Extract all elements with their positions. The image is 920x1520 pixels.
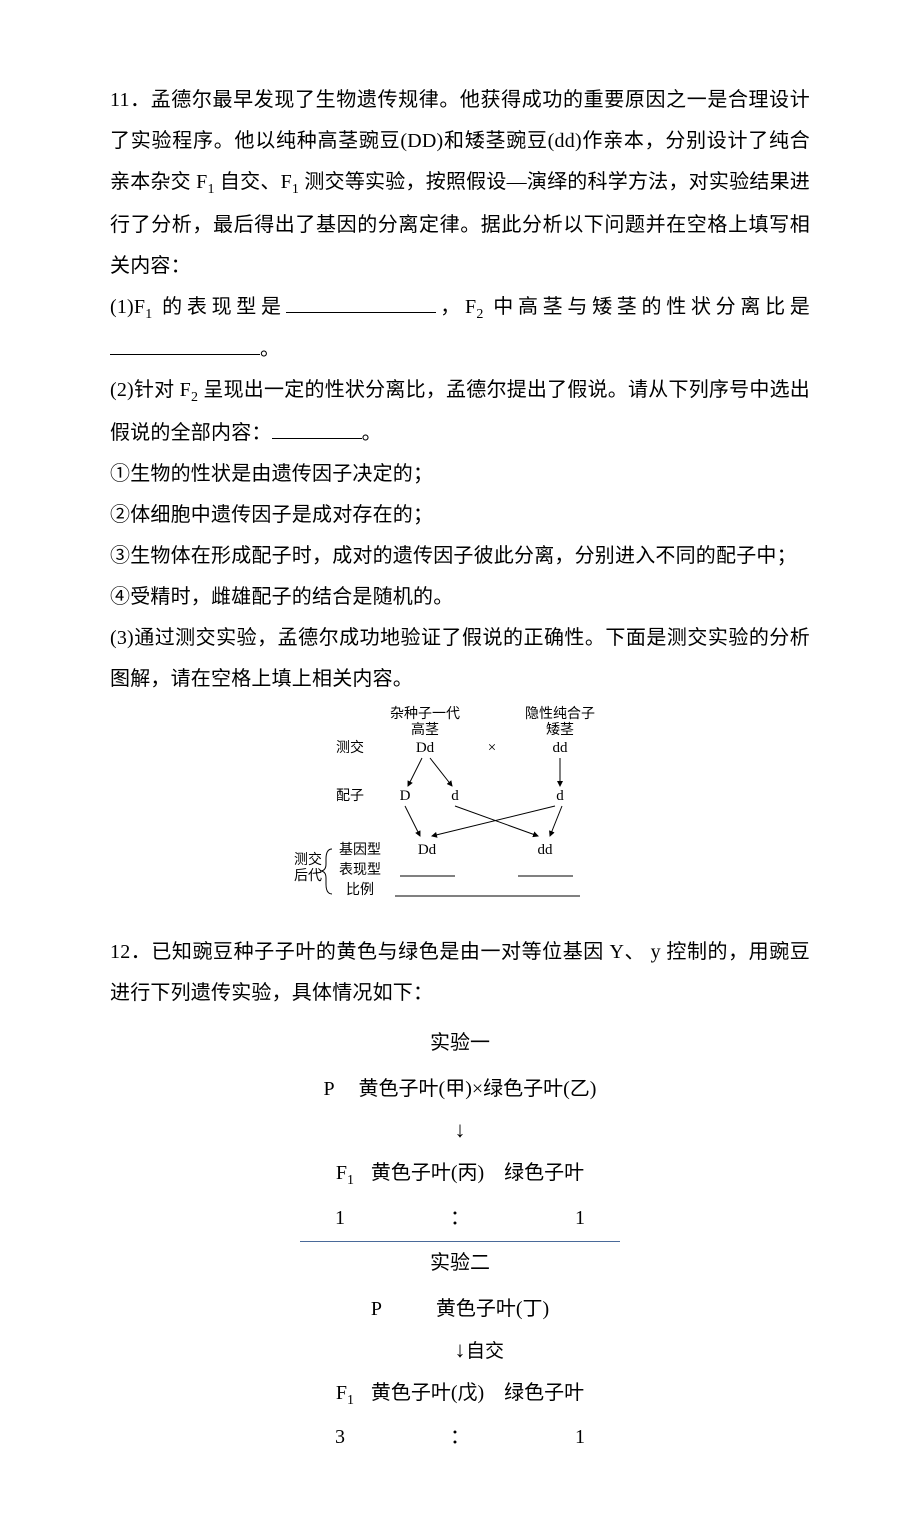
ratio-right: 1: [550, 1418, 610, 1456]
exp2-p-text: 黄色子叶(丁): [436, 1298, 549, 1320]
exp1-arrow: ↓: [110, 1112, 810, 1150]
q11-sub2: (2)针对 F2 呈现出一定的性状分离比，孟德尔提出了假说。请从下列序号中选出假…: [110, 370, 810, 454]
q11-opt1: ①生物的性状是由遗传因子决定的；: [110, 454, 810, 495]
exp2-parent-row: P 黄色子叶(丁): [110, 1290, 810, 1328]
selfing-label: 自交: [466, 1334, 504, 1370]
ratio-colon: ：: [440, 1418, 480, 1456]
p-label: P: [371, 1290, 431, 1328]
recessive-pheno: 矮茎: [546, 722, 574, 738]
q11-sub2-c: 。: [362, 422, 382, 444]
q11-opt4: ④受精时，雌雄配子的结合是随机的。: [110, 577, 810, 618]
offspring-label-bot: 后代: [294, 868, 322, 884]
q12-intro: 12．已知豌豆种子子叶的黄色与绿色是由一对等位基因 Y、 y 控制的，用豌豆进行…: [110, 932, 810, 1014]
sub-1: 1: [292, 182, 299, 197]
q11-sub1-c: ，F: [436, 296, 477, 318]
exp1-p-cross: 黄色子叶(甲)×绿色子叶(乙): [359, 1078, 597, 1100]
gamete-d-right: d: [556, 788, 564, 804]
down-arrow-icon: ↓: [455, 1117, 466, 1142]
ratio-colon: ：: [440, 1199, 480, 1237]
sub-1: 1: [207, 182, 214, 197]
exp1-parent-row: P 黄色子叶(甲)×绿色子叶(乙): [110, 1070, 810, 1108]
ratio-left: 3: [310, 1418, 370, 1456]
page: 11．孟德尔最早发现了生物遗传规律。他获得成功的重要原因之一是合理设计了实验程序…: [0, 0, 920, 1520]
experiment-1: 实验一 P 黄色子叶(甲)×绿色子叶(乙) ↓ F1 黄色子叶(丙) 绿色子叶 …: [110, 1024, 810, 1456]
exp2-f1-text: 黄色子叶(戊) 绿色子叶: [371, 1382, 584, 1404]
gamete-D: D: [400, 788, 411, 804]
q11-sub1-b: 的表现型是: [152, 296, 285, 318]
testcross-diagram: 杂种子一代 隐性纯合子 高茎 矮茎 测交 Dd × dd 配子 D d d: [280, 704, 640, 924]
cross-sym: ×: [488, 740, 496, 756]
row-pheno-label: 表现型: [339, 862, 381, 878]
off-geno-left: Dd: [418, 842, 437, 858]
gamete-d-left: d: [451, 788, 459, 804]
q11-sub2-a: (2)针对 F: [110, 379, 191, 401]
q11-opt3: ③生物体在形成配子时，成对的遗传因子彼此分离，分别进入不同的配子中；: [110, 536, 810, 577]
exp2-arrow: ↓ 自交: [110, 1332, 810, 1370]
exp1-f1-row: F1 黄色子叶(丙) 绿色子叶: [110, 1154, 810, 1195]
q11-sub1: (1)F1 的表现型是，F2 中高茎与矮茎的性状分离比是。: [110, 287, 810, 371]
p-label: P: [324, 1070, 354, 1108]
hybrid-header: 杂种子一代: [390, 706, 460, 722]
sub-2: 2: [476, 307, 483, 322]
q11-intro-b: 自交、F: [220, 171, 292, 193]
blank-input: [110, 336, 260, 355]
blank-input: [272, 420, 362, 439]
hybrid-geno: Dd: [416, 740, 435, 756]
ratio-right: 1: [550, 1199, 610, 1237]
cross-label: 测交: [336, 739, 364, 756]
f1-label: F1: [336, 1374, 366, 1415]
exp2-f1-row: F1 黄色子叶(戊) 绿色子叶: [110, 1374, 810, 1415]
q11-opt2: ②体细胞中遗传因子是成对存在的；: [110, 495, 810, 536]
q11-intro: 11．孟德尔最早发现了生物遗传规律。他获得成功的重要原因之一是合理设计了实验程序…: [110, 80, 810, 287]
off-geno-right: dd: [538, 842, 554, 858]
exp1-f1-text: 黄色子叶(丙) 绿色子叶: [371, 1162, 584, 1184]
exp2-title: 实验二: [300, 1244, 620, 1282]
q11-intro-c: 测交等实验，按照假设—演绎的科学方法，对实验结果进行了分析，最后得出了基因的分离…: [110, 171, 810, 277]
exp1-title: 实验一: [110, 1024, 810, 1062]
exp1-ratio: 1 ： 1: [110, 1199, 810, 1237]
f1-label: F1: [336, 1154, 366, 1195]
q11-sub2-b: 呈现出一定的性状分离比，孟德尔提出了假说。请从下列序号中选出假说的全部内容：: [110, 379, 810, 444]
recessive-header: 隐性纯合子: [525, 706, 595, 722]
exp-divider: 实验二: [300, 1241, 620, 1282]
q11-sub1-a: (1)F: [110, 296, 145, 318]
down-arrow-icon: ↓: [455, 1337, 466, 1362]
hybrid-pheno: 高茎: [411, 721, 439, 738]
exp2-ratio: 3 ： 1: [110, 1418, 810, 1456]
offspring-label-top: 测交: [294, 851, 322, 868]
row-geno-label: 基因型: [339, 841, 381, 858]
q11-sub3: (3)通过测交实验，孟德尔成功地验证了假说的正确性。下面是测交实验的分析图解，请…: [110, 618, 810, 700]
ratio-left: 1: [310, 1199, 370, 1237]
recessive-geno: dd: [553, 740, 569, 756]
row-ratio-label: 比例: [346, 882, 374, 898]
q11-sub1-e: 。: [260, 338, 280, 360]
blank-input: [286, 294, 436, 313]
q11-sub1-d: 中高茎与矮茎的性状分离比是: [484, 296, 810, 318]
gamete-label: 配子: [336, 788, 364, 804]
